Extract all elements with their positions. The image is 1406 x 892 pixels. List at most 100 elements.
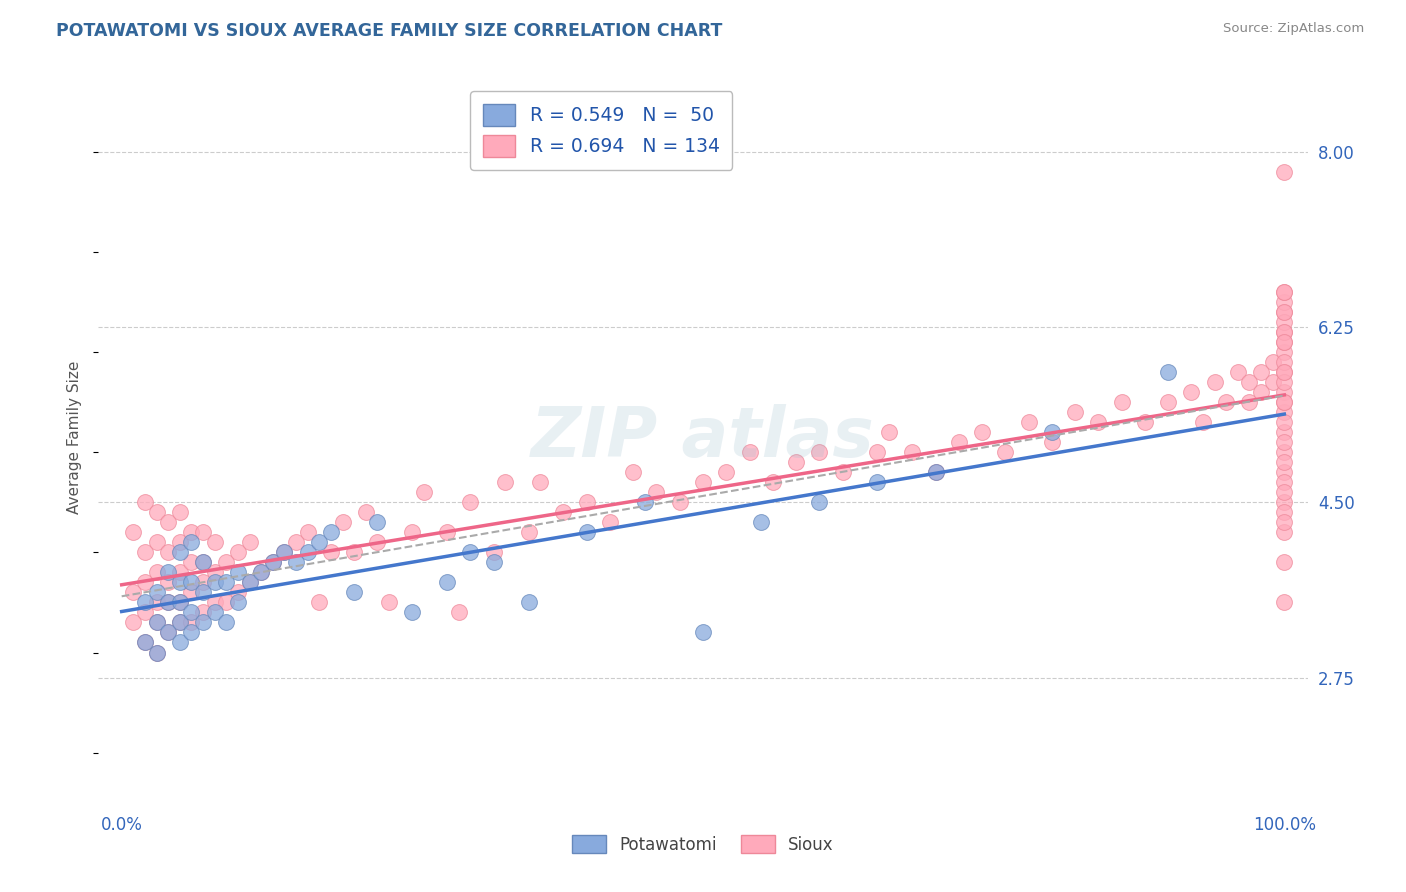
Point xyxy=(692,625,714,640)
Point xyxy=(169,595,191,609)
Point xyxy=(575,495,598,509)
Point xyxy=(204,566,226,580)
Point xyxy=(1272,384,1295,399)
Point xyxy=(226,545,249,559)
Point xyxy=(762,475,785,490)
Point xyxy=(204,606,226,620)
Legend: Potawatomi, Sioux: Potawatomi, Sioux xyxy=(565,829,841,860)
Point xyxy=(1272,164,1295,178)
Point xyxy=(157,595,180,609)
Point xyxy=(738,445,761,459)
Point xyxy=(692,475,714,490)
Point xyxy=(785,455,807,469)
Point xyxy=(145,566,167,580)
Point xyxy=(157,566,180,580)
Point xyxy=(401,525,423,540)
Point xyxy=(332,515,354,529)
Point xyxy=(1261,355,1284,369)
Point xyxy=(262,555,284,569)
Point xyxy=(1272,365,1295,379)
Point xyxy=(191,615,214,630)
Point xyxy=(1272,405,1295,419)
Point xyxy=(157,545,180,559)
Point xyxy=(645,485,668,500)
Point xyxy=(239,575,262,590)
Point xyxy=(1272,555,1295,569)
Point xyxy=(1133,415,1156,429)
Point xyxy=(1272,294,1295,309)
Point xyxy=(250,566,273,580)
Point xyxy=(180,585,202,599)
Point xyxy=(191,555,214,569)
Point xyxy=(1250,384,1272,399)
Point xyxy=(924,465,946,479)
Point xyxy=(343,585,366,599)
Point xyxy=(1111,395,1133,409)
Point xyxy=(319,525,342,540)
Text: Source: ZipAtlas.com: Source: ZipAtlas.com xyxy=(1223,22,1364,36)
Point xyxy=(866,445,889,459)
Point xyxy=(1239,375,1261,389)
Point xyxy=(1180,384,1202,399)
Point xyxy=(180,555,202,569)
Point xyxy=(169,635,191,649)
Point xyxy=(575,525,598,540)
Point xyxy=(1272,435,1295,450)
Point xyxy=(436,525,458,540)
Point xyxy=(122,585,145,599)
Point xyxy=(191,555,214,569)
Point xyxy=(482,555,505,569)
Point xyxy=(1040,425,1063,439)
Point xyxy=(413,485,436,500)
Point xyxy=(1157,365,1180,379)
Point xyxy=(716,465,738,479)
Point xyxy=(1272,325,1295,339)
Point xyxy=(354,505,377,519)
Point xyxy=(1272,355,1295,369)
Point xyxy=(1272,305,1295,319)
Point xyxy=(970,425,993,439)
Point xyxy=(226,566,249,580)
Point xyxy=(1272,334,1295,349)
Point xyxy=(134,575,156,590)
Text: POTAWATOMI VS SIOUX AVERAGE FAMILY SIZE CORRELATION CHART: POTAWATOMI VS SIOUX AVERAGE FAMILY SIZE … xyxy=(56,22,723,40)
Point xyxy=(180,525,202,540)
Point xyxy=(191,606,214,620)
Point xyxy=(1272,485,1295,500)
Point xyxy=(215,575,238,590)
Point xyxy=(1272,305,1295,319)
Point xyxy=(366,515,388,529)
Point xyxy=(1272,285,1295,299)
Point xyxy=(749,515,772,529)
Point xyxy=(134,545,156,559)
Point xyxy=(1250,365,1272,379)
Point xyxy=(157,595,180,609)
Point xyxy=(180,625,202,640)
Point xyxy=(994,445,1017,459)
Point xyxy=(1272,595,1295,609)
Point xyxy=(169,535,191,549)
Point xyxy=(401,606,423,620)
Point xyxy=(285,555,308,569)
Point xyxy=(134,635,156,649)
Point xyxy=(169,566,191,580)
Point xyxy=(1272,315,1295,329)
Point xyxy=(460,495,482,509)
Point xyxy=(1157,395,1180,409)
Point xyxy=(134,635,156,649)
Point xyxy=(319,545,342,559)
Point xyxy=(1272,365,1295,379)
Y-axis label: Average Family Size: Average Family Size xyxy=(67,360,83,514)
Point xyxy=(517,525,540,540)
Point xyxy=(1272,505,1295,519)
Point xyxy=(1064,405,1087,419)
Point xyxy=(134,595,156,609)
Point xyxy=(1261,375,1284,389)
Point xyxy=(1272,495,1295,509)
Point xyxy=(1272,445,1295,459)
Point xyxy=(169,575,191,590)
Point xyxy=(553,505,575,519)
Point xyxy=(180,535,202,549)
Point xyxy=(169,615,191,630)
Point xyxy=(145,646,167,660)
